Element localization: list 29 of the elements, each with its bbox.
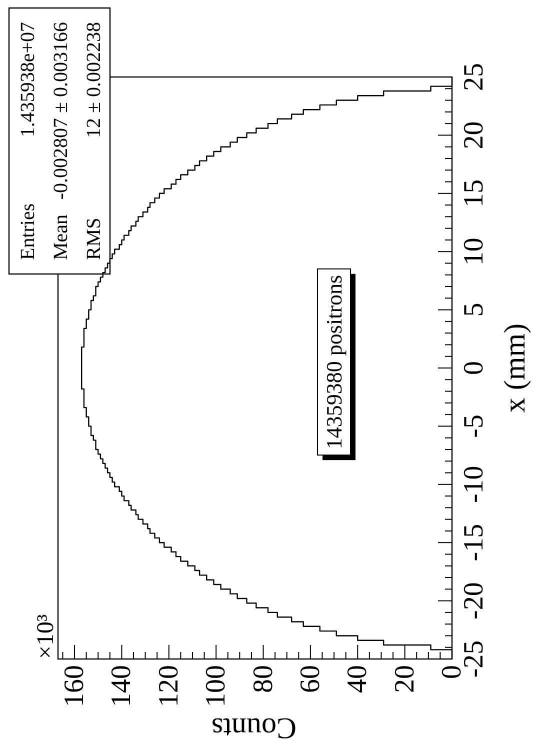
annotation: RMS xyxy=(83,218,105,260)
y-tick-label: -10 xyxy=(458,466,490,504)
x-tick-label: 20 xyxy=(389,665,420,693)
x-tick-label: 160 xyxy=(59,665,90,707)
y-tick-label: -5 xyxy=(458,414,490,438)
text: 1.435938e+07 xyxy=(17,22,39,138)
x-tick-label: 40 xyxy=(342,665,374,693)
x-tick-label: 100 xyxy=(200,665,232,707)
y-tick-label: 25 xyxy=(458,63,490,91)
y-tick-label: -20 xyxy=(458,582,490,620)
annotation: ×10³ xyxy=(33,614,59,659)
x-tick-label: 140 xyxy=(106,665,138,707)
annotation: 14359380 positrons xyxy=(322,274,346,450)
y-tick-label: 20 xyxy=(458,121,490,150)
x-axis-title: Counts xyxy=(211,712,297,744)
y-tick-label: 10 xyxy=(458,238,490,266)
y-tick-label: 0 xyxy=(458,361,490,375)
y-tick-label: 15 xyxy=(458,179,490,208)
x-tick-label: 120 xyxy=(153,665,184,707)
annotation: Mean xyxy=(50,214,72,260)
x-tick-label: 80 xyxy=(248,665,279,693)
y-tick-label: 5 xyxy=(458,302,490,317)
annotation: -0.002807 ± 0.003166 xyxy=(50,22,72,200)
text: Entries xyxy=(17,203,39,260)
x-tick-label: 0 xyxy=(436,665,468,679)
x-tick-label: 60 xyxy=(294,665,326,693)
annotation: 12 ± 0.002238 xyxy=(83,22,105,138)
y-tick-label: -15 xyxy=(458,524,490,562)
y-axis-title: x (mm) xyxy=(498,323,532,413)
